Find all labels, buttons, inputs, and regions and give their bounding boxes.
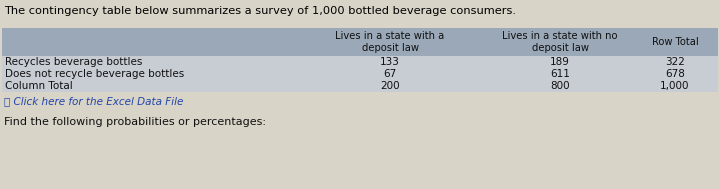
Text: Lives in a state with no
deposit law: Lives in a state with no deposit law [503, 31, 618, 53]
Text: Find the following probabilities or percentages:: Find the following probabilities or perc… [4, 117, 266, 127]
Text: 133: 133 [380, 57, 400, 67]
Text: Column Total: Column Total [5, 81, 73, 91]
Text: 67: 67 [383, 69, 397, 79]
Text: Lives in a state with a
deposit law: Lives in a state with a deposit law [336, 31, 445, 53]
FancyBboxPatch shape [2, 28, 718, 56]
Text: 322: 322 [665, 57, 685, 67]
Text: Row Total: Row Total [652, 37, 698, 47]
FancyBboxPatch shape [2, 56, 718, 92]
Text: 200: 200 [380, 81, 400, 91]
Text: ⎙ Click here for the Excel Data File: ⎙ Click here for the Excel Data File [4, 96, 184, 106]
Text: 189: 189 [550, 57, 570, 67]
Text: Does not recycle beverage bottles: Does not recycle beverage bottles [5, 69, 184, 79]
Text: The contingency table below summarizes a survey of 1,000 bottled beverage consum: The contingency table below summarizes a… [4, 6, 516, 16]
Text: 678: 678 [665, 69, 685, 79]
Text: 1,000: 1,000 [660, 81, 690, 91]
Text: 611: 611 [550, 69, 570, 79]
Text: 800: 800 [550, 81, 570, 91]
Text: Recycles beverage bottles: Recycles beverage bottles [5, 57, 143, 67]
